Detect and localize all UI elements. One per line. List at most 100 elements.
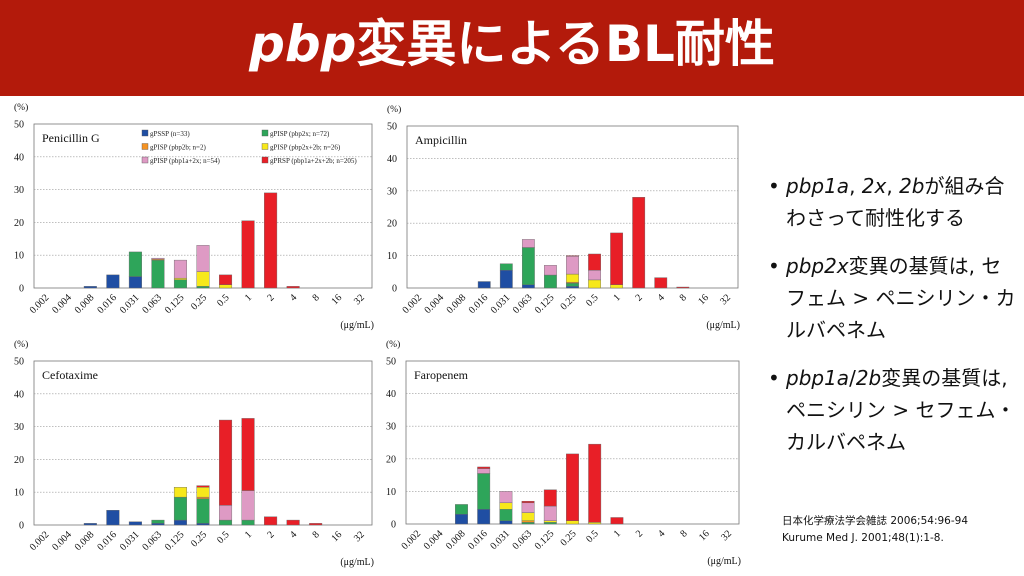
- x-tick-label: 2: [265, 292, 276, 303]
- bar-segment: [566, 273, 579, 283]
- x-tick-label: 0.004: [422, 528, 446, 552]
- reference-1: 日本化学療法学会雑誌 2006;54:96-94: [782, 515, 969, 527]
- x-tick-label: 0.004: [423, 292, 447, 316]
- bar-segment: [566, 282, 579, 287]
- bar-segment: [241, 519, 255, 526]
- x-tick-label: 0.016: [95, 529, 119, 553]
- bar-segment: [676, 286, 690, 289]
- bar-segment: [151, 257, 165, 260]
- x-tick-label: 0.031: [118, 292, 142, 316]
- y-unit-label: (%): [14, 102, 28, 113]
- x-tick-label: 0.063: [140, 292, 164, 316]
- bar-segment: [286, 286, 300, 289]
- bullet-text: ,: [886, 174, 900, 198]
- bullet-text: pbp1a: [786, 174, 850, 198]
- bar-segment: [128, 276, 142, 289]
- bar-segment: [151, 259, 165, 289]
- x-tick-label: 2: [634, 292, 645, 303]
- x-tick-label: 0.5: [584, 292, 601, 309]
- bar-segment: [219, 284, 233, 289]
- y-tick-label: 30: [387, 186, 397, 197]
- x-tick-label: 2: [265, 529, 276, 540]
- bar-segment: [151, 519, 165, 524]
- x-tick-label: 0.004: [50, 292, 74, 316]
- bar-segment: [566, 255, 579, 257]
- y-tick-label: 20: [386, 454, 396, 465]
- bullet-item: • pbp1a/2b変異の基質は, ペニシリン > セフェム・カルバペネム: [768, 362, 1018, 458]
- x-tick-label: 0.5: [215, 529, 232, 546]
- x-tick-label: 4: [288, 529, 299, 540]
- y-tick-label: 50: [387, 122, 397, 133]
- bar-segment: [477, 473, 491, 510]
- bar-segment: [106, 274, 120, 289]
- x-tick-label: 16: [697, 528, 712, 543]
- bar-segment: [588, 279, 601, 289]
- slide-title-italic: pbp: [249, 15, 357, 73]
- x-tick-label: 16: [329, 529, 344, 544]
- y-tick-label: 10: [387, 251, 397, 262]
- bar-segment: [566, 520, 579, 525]
- y-tick-label: 50: [14, 120, 24, 131]
- x-tick-label: 0.063: [511, 528, 535, 552]
- bar-segment: [241, 220, 255, 289]
- bullet-dot: •: [768, 366, 780, 390]
- bullet-text: が組み合わさって耐性化する: [786, 174, 1005, 230]
- bar-segment: [499, 263, 513, 271]
- legend-label: gPRSP (pbp1a+2x+2b; n=205): [270, 157, 357, 165]
- x-unit-label: (μg/mL): [707, 556, 741, 567]
- bar-segment: [499, 491, 513, 504]
- bar-segment: [196, 286, 210, 289]
- bar-segment: [128, 251, 142, 277]
- bullet-text: 2b: [899, 174, 925, 198]
- bar-segment: [264, 192, 278, 289]
- bar-segment: [654, 277, 668, 289]
- mic-charts: 01020304050(%)0.0020.0040.0080.0160.0310…: [14, 102, 741, 568]
- legend-swatch: [141, 156, 149, 164]
- bullet-text: pbp1a: [786, 366, 850, 390]
- x-tick-label: 0.004: [50, 529, 74, 553]
- legend-swatch: [141, 143, 149, 150]
- x-tick-label: 0.008: [445, 292, 469, 316]
- chart-title: Faropenem: [414, 368, 469, 382]
- bar-segment: [543, 489, 557, 507]
- bullet-text: 変異の基質は, セフェム > ペニシリン・カルバペネム: [786, 254, 1016, 342]
- bar-segment: [521, 239, 535, 248]
- bar-segment: [309, 523, 323, 526]
- x-tick-label: 8: [678, 528, 689, 539]
- bar-segment: [610, 232, 624, 285]
- bar-segment: [544, 274, 557, 289]
- x-tick-label: 0.016: [466, 528, 490, 552]
- bar-segment: [521, 284, 535, 289]
- bar-segment: [521, 512, 535, 521]
- bar-segment: [499, 269, 513, 289]
- bullet-text: 2x: [861, 174, 887, 198]
- bar-segment: [196, 487, 210, 498]
- x-unit-label: (μg/mL): [706, 320, 740, 331]
- x-tick-label: 16: [696, 292, 711, 307]
- bullet-item: • pbp1a, 2x, 2bが組み合わさって耐性化する: [768, 170, 1018, 234]
- bar-segment: [521, 247, 535, 285]
- legend-label: gPISP (pbp2x; n=72): [270, 130, 330, 138]
- bar-segment: [521, 500, 535, 504]
- x-unit-label: (μg/mL): [340, 320, 374, 331]
- bar-segment: [521, 520, 535, 523]
- bullet-item: • pbp2x変異の基質は, セフェム > ペニシリン・カルバペネム: [768, 250, 1018, 346]
- bullet-text: 変異の基質は, ペニシリン > セフェム・カルバペネム: [786, 366, 1016, 454]
- bar-segment: [241, 418, 255, 491]
- y-tick-label: 40: [387, 154, 397, 165]
- y-tick-label: 50: [386, 357, 396, 368]
- bar-segment: [610, 284, 624, 289]
- bar-segment: [566, 256, 579, 275]
- bar-segment: [499, 520, 513, 525]
- bar-segment: [477, 466, 491, 469]
- x-tick-label: 0.031: [118, 529, 142, 553]
- bullet-text: ,: [849, 174, 862, 198]
- bar-segment: [219, 519, 233, 526]
- bar-segment: [173, 496, 187, 521]
- chart-title: Penicillin G: [42, 131, 100, 145]
- bar-segment: [151, 523, 165, 526]
- bar-segment: [83, 286, 97, 289]
- bar-segment: [219, 274, 233, 285]
- x-tick-label: 0.063: [140, 529, 164, 553]
- bar-segment: [566, 286, 579, 289]
